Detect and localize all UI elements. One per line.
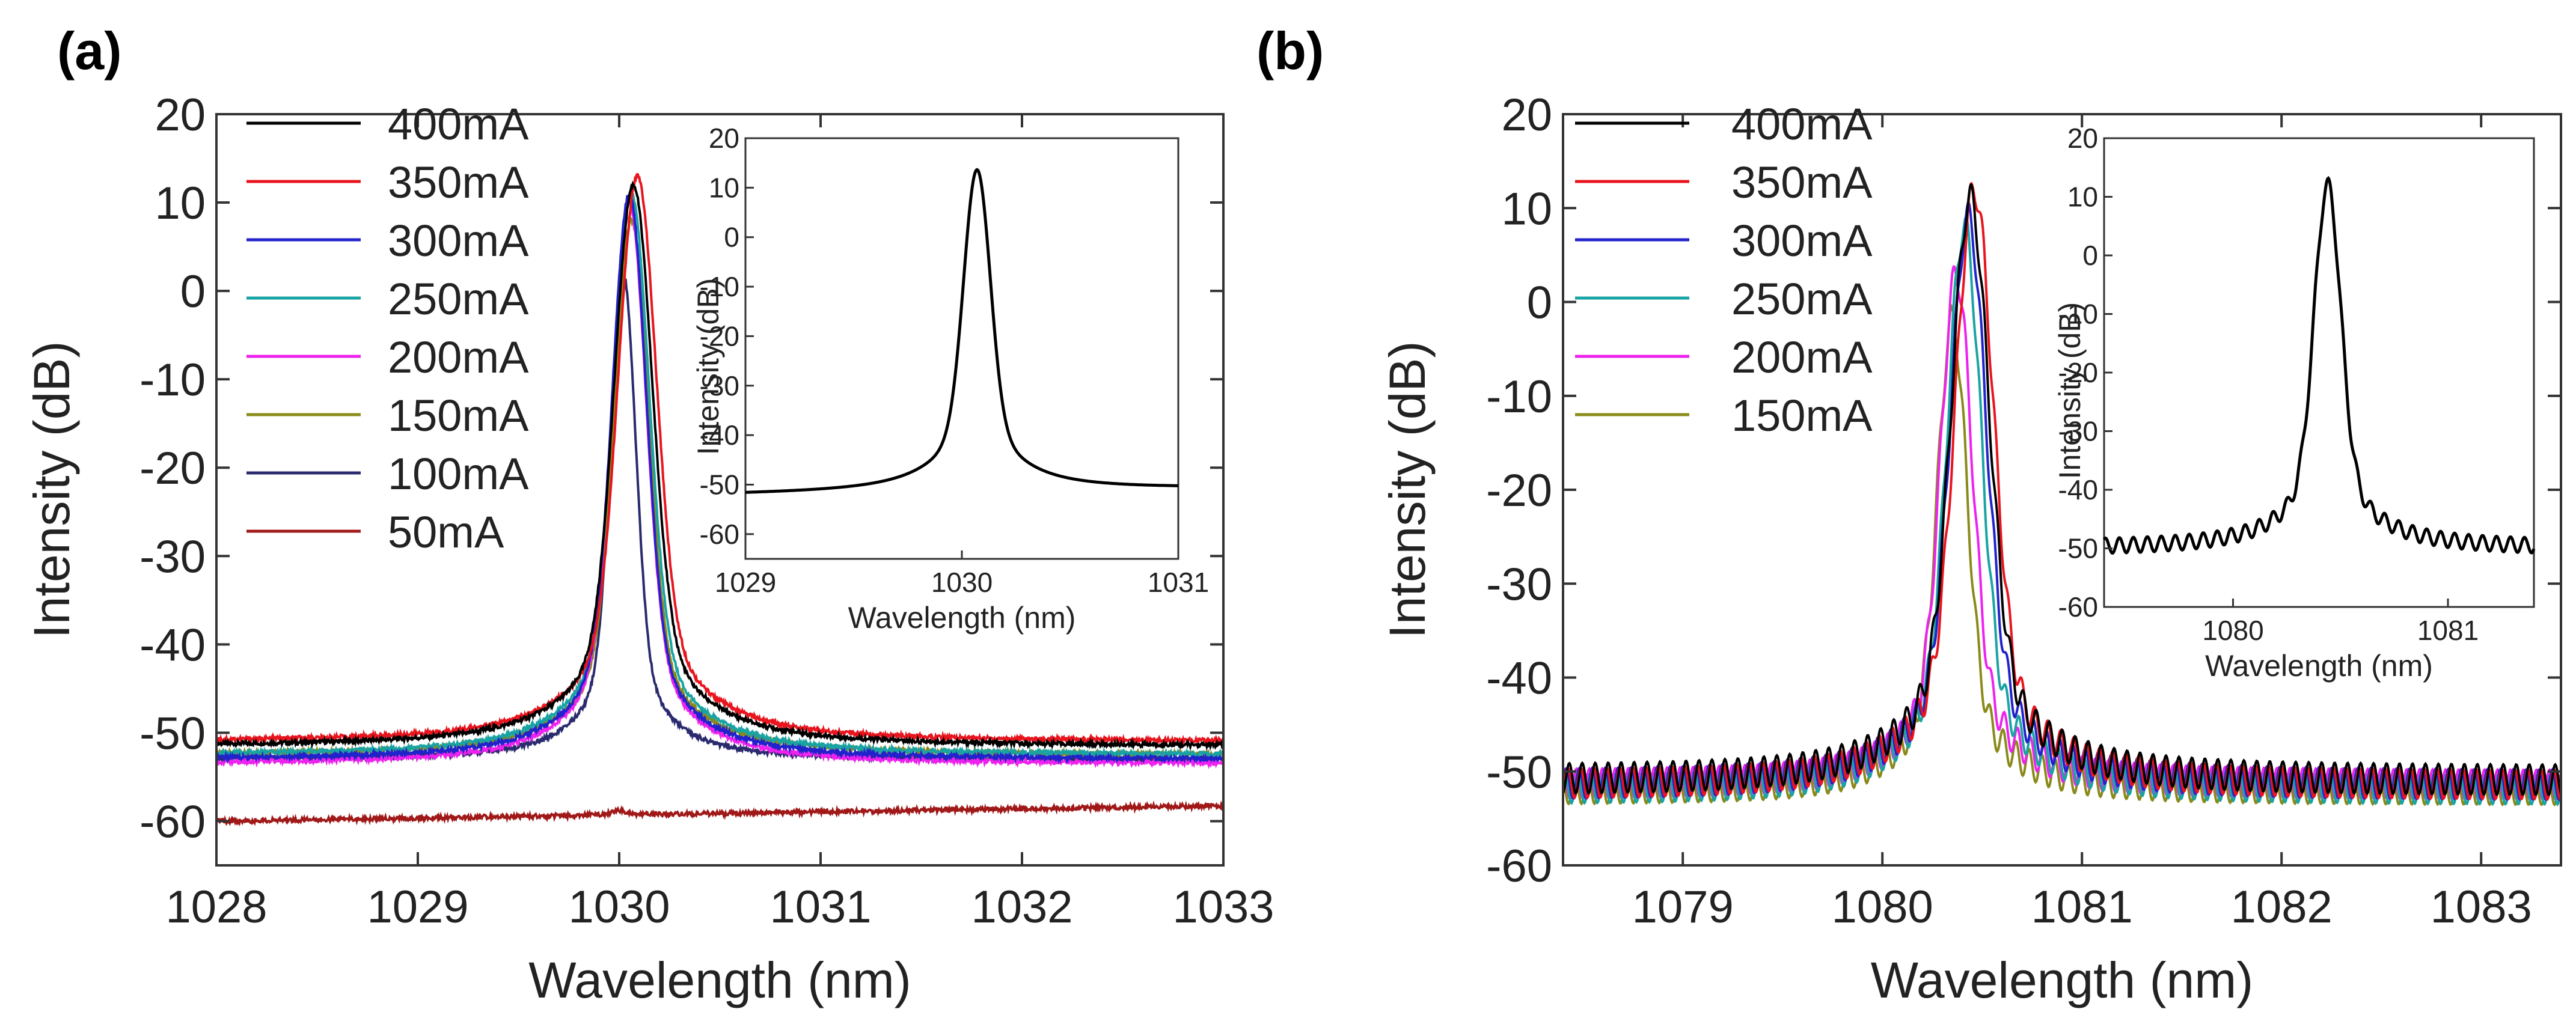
x-axis-label: Wavelength (nm) (1871, 952, 2253, 1008)
y-axis-label: Intensity (dB) (23, 341, 80, 639)
x-axis-label: Wavelength (nm) (528, 952, 911, 1008)
inset-x-tick-label: 1080 (2202, 615, 2263, 646)
y-tick-label: 20 (1501, 90, 1552, 141)
inset-x-tick-label: 1031 (1148, 567, 1209, 598)
y-tick-label: -20 (1486, 465, 1552, 516)
series-line-400mA (1563, 183, 2561, 797)
inset-x-tick-label: 1081 (2417, 615, 2479, 646)
y-tick-label: 0 (1527, 278, 1552, 329)
inset-y-tick-label: -20 (700, 320, 739, 352)
y-axis-label: Intensity (dB) (1379, 341, 1436, 639)
inset-series-line (2102, 175, 2536, 555)
legend-label-400mA: 400mA (1731, 99, 1873, 149)
legend-label-200mA: 200mA (1731, 332, 1873, 382)
series-group (216, 172, 1223, 827)
inset-frame (744, 137, 1179, 560)
y-tick-label: -20 (139, 443, 206, 494)
inset-y-tick-label: -30 (2058, 416, 2098, 447)
legend-label-300mA: 300mA (388, 216, 529, 266)
panel-a: (a) 1028 1029 1030 1031 1032 1033 20 10 0 -10 -20 -3… (23, 21, 1274, 1008)
x-tick-label: 1081 (2031, 882, 2133, 933)
x-tick-label: 1033 (1172, 882, 1274, 933)
inset-y-tick-label: -40 (700, 419, 739, 451)
legend-label-350mA: 350mA (388, 157, 529, 207)
inset-x-axis-label: Wavelength (nm) (2205, 649, 2433, 683)
y-tick-label: 10 (1501, 183, 1552, 234)
y-tick-label: -10 (139, 355, 206, 406)
x-tick-label: 1079 (1632, 882, 1734, 933)
panel-b: (b) 1079 1080 1081 1082 1083 20 10 0 -10 -20 -30 -40… (1256, 21, 2562, 1008)
x-tick-label: 1032 (971, 882, 1072, 933)
y-tick-label: -50 (139, 708, 206, 759)
y-tick-label: 0 (180, 266, 206, 317)
inset-series-line (745, 168, 1178, 494)
y-tick-label: 10 (154, 178, 206, 229)
series-line-50mA (216, 800, 1223, 827)
legend-label-50mA: 50mA (388, 507, 504, 557)
plot-frame (215, 113, 1225, 867)
inset: 1029 1030 1031 20 10 0 -10 -20 -30 -40 -50 -60 Wavel… (691, 123, 1209, 635)
x-tick-label: 1082 (2231, 882, 2333, 933)
legend-label-150mA: 150mA (1731, 391, 1873, 440)
legend-label-150mA: 150mA (388, 391, 529, 440)
inset-y-tick-label: 0 (724, 222, 739, 253)
legend: 400mA 350mA 300mA 250mA 200mA 150mA 100mA 50mA (246, 99, 529, 557)
inset-y-tick-label: -10 (2058, 299, 2098, 330)
x-tick-label: 1029 (367, 882, 468, 933)
series-line-400mA (216, 180, 1223, 751)
inset-y-axis-label: Intensity (dB) (2053, 302, 2087, 480)
inset-frame (2103, 137, 2535, 608)
y-tick-label: -30 (139, 531, 206, 582)
y-tick-label: -50 (1486, 747, 1552, 798)
inset-y-axis-label: Intensity (dB) (691, 278, 725, 456)
y-tick-label: -30 (1486, 559, 1552, 610)
inset-y-tick-label: 0 (2082, 240, 2098, 271)
x-tick-label: 1031 (769, 882, 871, 933)
legend-label-100mA: 100mA (388, 449, 529, 499)
inset-y-tick-label: -40 (2058, 474, 2098, 505)
legend-label-250mA: 250mA (1731, 274, 1873, 324)
inset-x-tick-label: 1029 (715, 567, 776, 598)
y-tick-label: 20 (154, 90, 206, 141)
legend-label-250mA: 250mA (388, 274, 529, 324)
inset-y-tick-label: 10 (2067, 181, 2098, 213)
y-tick-label: -10 (1486, 371, 1552, 422)
x-tick-label: 1080 (1832, 882, 1933, 933)
inset-x-tick-label: 1030 (931, 567, 993, 598)
inset-y-tick-label: 20 (709, 123, 739, 154)
inset-y-tick-label: -50 (700, 469, 739, 500)
series-group (1563, 181, 2561, 807)
inset-y-tick-label: 20 (2067, 123, 2098, 154)
inset: 1080 1081 20 10 0 -10 -20 -30 -40 -50 -60 Wavelengt… (2053, 123, 2536, 683)
x-tick-label: 1028 (165, 882, 267, 933)
inset-y-tick-label: -60 (2058, 591, 2098, 623)
inset-y-tick-label: -60 (700, 519, 739, 550)
x-tick-label: 1083 (2431, 882, 2532, 933)
x-tick-label: 1030 (568, 882, 670, 933)
y-tick-label: -40 (1486, 653, 1552, 704)
legend-label-400mA: 400mA (388, 99, 529, 149)
legend-label-200mA: 200mA (388, 332, 529, 382)
y-tick-label: -60 (1486, 841, 1552, 892)
panel-label: (a) (57, 21, 122, 81)
legend-label-300mA: 300mA (1731, 216, 1873, 266)
panel-label: (b) (1256, 21, 1324, 81)
y-tick-label: -60 (139, 796, 206, 847)
inset-y-tick-label: -50 (2058, 533, 2098, 564)
inset-y-tick-label: -10 (700, 271, 739, 302)
inset-y-tick-label: 10 (709, 172, 739, 203)
inset-y-tick-label: -20 (2058, 357, 2098, 388)
y-tick-label: -40 (139, 620, 206, 671)
series-line-300mA (216, 192, 1223, 764)
series-line-250mA (216, 190, 1223, 761)
series-line-350mA (216, 172, 1223, 747)
legend-label-350mA: 350mA (1731, 157, 1873, 207)
inset-x-axis-label: Wavelength (nm) (848, 601, 1076, 635)
legend: 400mA 350mA 300mA 250mA 200mA 150mA (1575, 99, 1873, 440)
inset-y-tick-label: -30 (700, 370, 739, 401)
